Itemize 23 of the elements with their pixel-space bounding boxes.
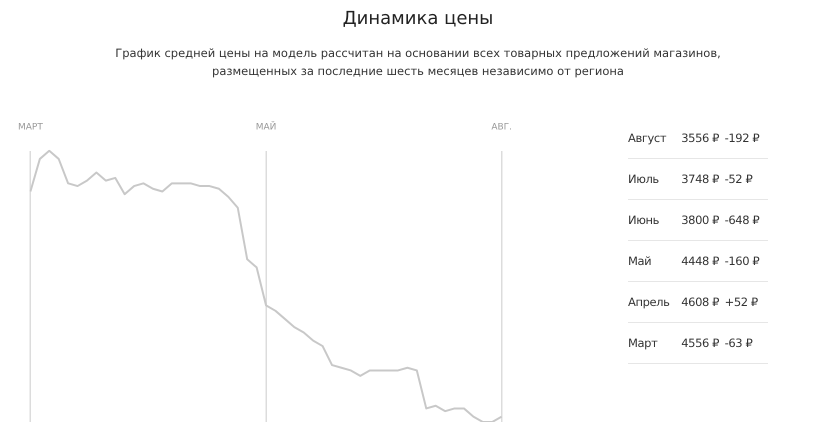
chart-title: Динамика цены xyxy=(342,8,494,29)
text: Май xyxy=(628,254,652,268)
text: 3748 ₽ xyxy=(681,172,720,186)
text: Июль xyxy=(628,172,660,186)
text: 3556 ₽ xyxy=(681,131,720,145)
text: -52 ₽ xyxy=(724,172,754,186)
text: Июнь xyxy=(628,213,660,227)
text: -648 ₽ xyxy=(724,213,760,227)
text: Апрель xyxy=(628,295,670,309)
text: 4556 ₽ xyxy=(681,336,720,350)
x-tick-label: МАРТ xyxy=(18,122,44,133)
text: 3800 ₽ xyxy=(681,213,720,227)
text: Март xyxy=(628,336,658,350)
text: -192 ₽ xyxy=(724,131,760,145)
x-tick-label: АВГ. xyxy=(491,122,512,133)
text: 4608 ₽ xyxy=(681,295,720,309)
text: +52 ₽ xyxy=(724,295,759,309)
text: Август xyxy=(628,131,668,145)
text: -160 ₽ xyxy=(724,254,760,268)
text: -63 ₽ xyxy=(724,336,754,350)
text: 4448 ₽ xyxy=(681,254,720,268)
x-tick-label: МАЙ xyxy=(256,120,276,133)
chart-subtitle: График средней цены на модель рассчитан на основании всех товарных предложений магазинов, размещенных за последние шесть месяцев независимо от региона xyxy=(114,45,722,80)
